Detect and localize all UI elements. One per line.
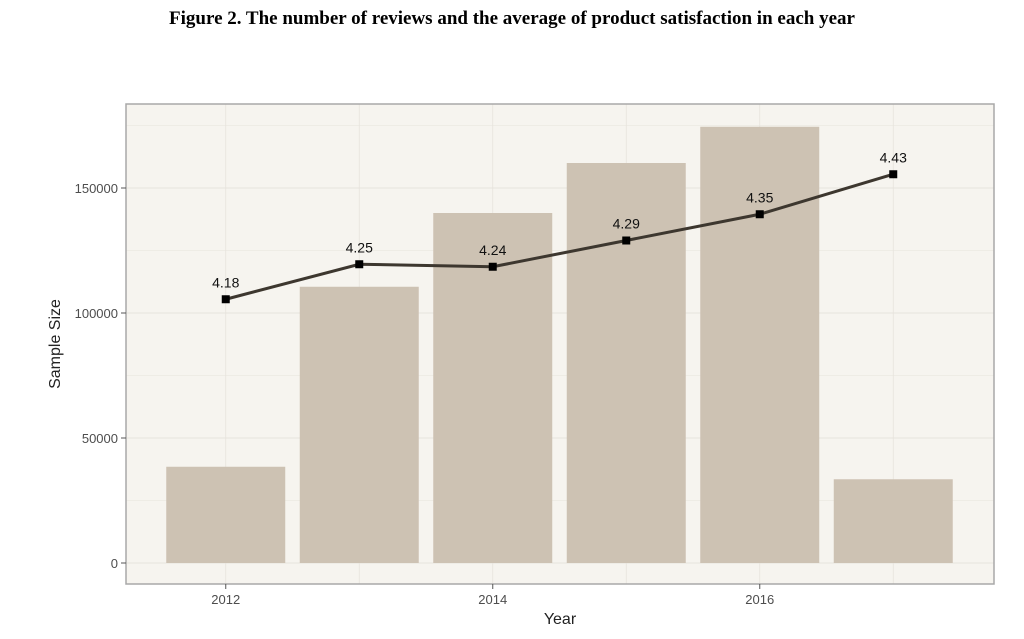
data-label-2012: 4.18 (212, 274, 239, 290)
bars (166, 126, 953, 563)
y-axis: 0 50000 100000 150000 (75, 181, 126, 571)
x-tick-label: 2014 (478, 592, 507, 607)
y-axis-title: Sample Size (47, 299, 64, 389)
y-tick-label: 0 (111, 556, 118, 571)
data-label-2014: 4.24 (479, 242, 506, 258)
satisfaction-line (225, 172, 894, 301)
point-2014 (488, 262, 497, 271)
bar-2015 (566, 163, 686, 563)
point-2012 (221, 295, 230, 304)
point-2016 (755, 210, 764, 219)
data-label-2017: 4.43 (880, 149, 907, 165)
line-series: 4.18 4.25 4.24 4.29 4.35 4.43 (212, 149, 907, 304)
data-label-2016: 4.35 (746, 189, 773, 205)
bar-2016 (700, 126, 820, 563)
point-2013 (355, 260, 364, 269)
figure-title: Figure 2. The number of reviews and the … (169, 8, 855, 29)
data-label-2015: 4.29 (613, 216, 640, 232)
data-label-2013: 4.25 (346, 239, 373, 255)
x-tick-label: 2016 (745, 592, 774, 607)
bar-2012 (166, 466, 286, 563)
y-tick-label: 100000 (75, 306, 118, 321)
bar-2017 (833, 479, 953, 563)
point-2015 (622, 236, 631, 245)
y-tick-label: 150000 (75, 181, 118, 196)
plot-border (125, 103, 995, 585)
bar-2013 (299, 286, 419, 563)
bar-2014 (433, 213, 553, 563)
x-axis: 2012 2014 2016 (211, 584, 774, 607)
point-2017 (889, 170, 898, 179)
y-tick-label: 50000 (82, 431, 118, 446)
x-tick-label: 2012 (211, 592, 240, 607)
x-axis-title: Year (544, 611, 577, 628)
